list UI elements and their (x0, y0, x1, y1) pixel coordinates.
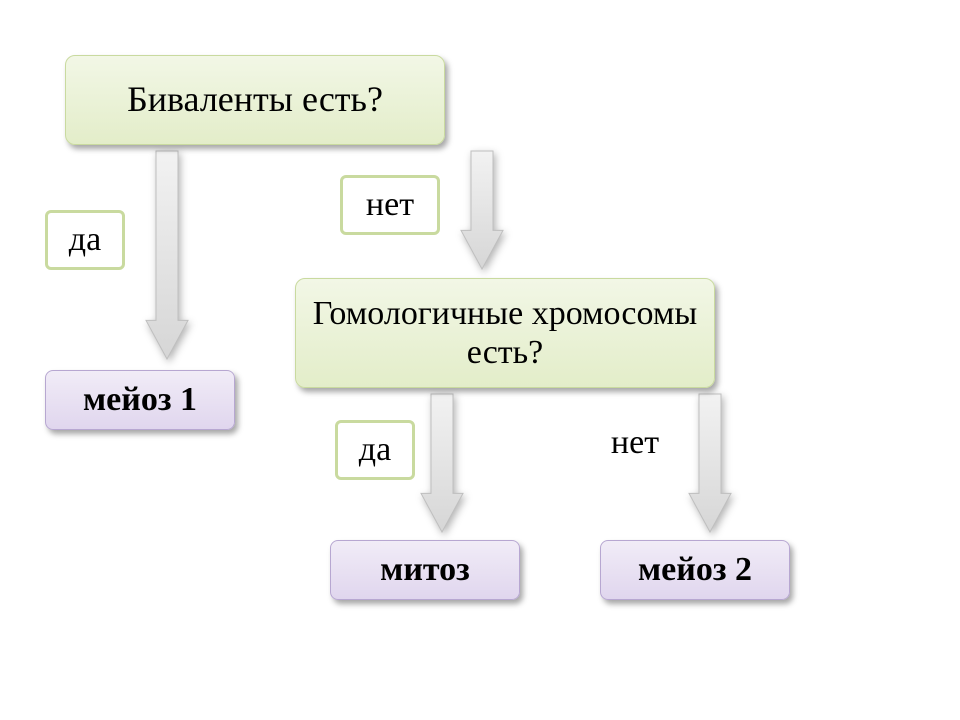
label-yes-2: да (335, 420, 415, 480)
arrow-q2-no (688, 393, 732, 533)
result-meiosis-1: мейоз 1 (45, 370, 235, 430)
arrow-q2-yes (420, 393, 464, 533)
label-yes-1: да (45, 210, 125, 270)
question-bivalents: Биваленты есть? (65, 55, 445, 145)
arrow-q1-yes (145, 150, 189, 360)
result-mitosis: митоз (330, 540, 520, 600)
question-homologous: Гомологичные хромосомы есть? (295, 278, 715, 388)
result-meiosis-2: мейоз 2 (600, 540, 790, 600)
arrow-q1-no (460, 150, 504, 270)
label-no-1: нет (340, 175, 440, 235)
label-no-2: нет (585, 415, 685, 471)
